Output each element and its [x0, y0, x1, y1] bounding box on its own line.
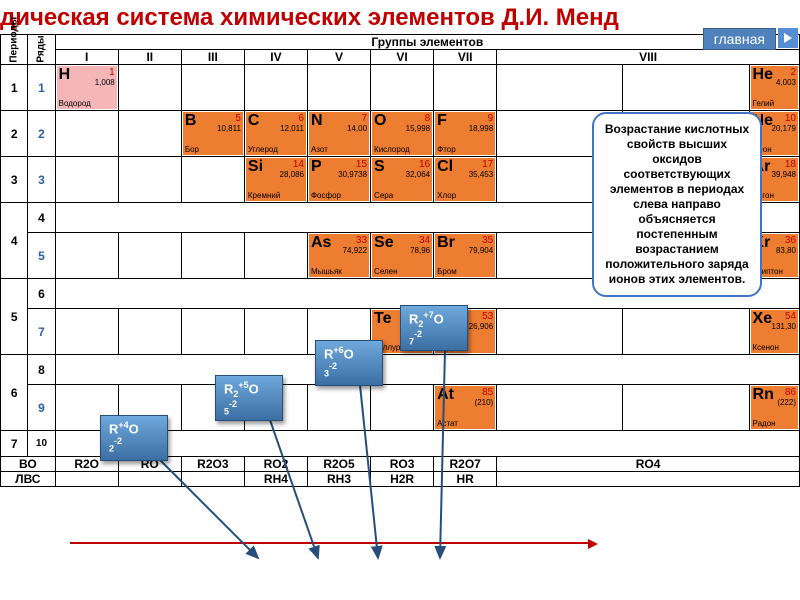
element-cell: He24,003Гелий — [749, 65, 799, 111]
element-cell: H11,008Водород — [55, 65, 118, 111]
group-col: I — [55, 50, 118, 65]
hydride-formula — [497, 472, 800, 487]
period-num: 6 — [1, 355, 28, 431]
period-num: 1 — [1, 65, 28, 111]
row-num: 5 — [28, 233, 55, 279]
oxide-row-label: ВО — [1, 457, 56, 472]
group-col: III — [181, 50, 244, 65]
row-num: 2 — [28, 111, 55, 157]
hydride-formula: RH4 — [244, 472, 307, 487]
element-cell: N714,00Азот — [307, 111, 370, 157]
hydride-formula — [118, 472, 181, 487]
period-num: 4 — [1, 203, 28, 279]
hydride-formula: RH3 — [307, 472, 370, 487]
hydride-formula: H2R — [371, 472, 434, 487]
period-num: 5 — [1, 279, 28, 355]
trend-arrow — [70, 542, 590, 544]
rows-label: Ряды — [36, 36, 47, 62]
oxide-box: R2+7O7-2 — [400, 305, 468, 351]
oxide-formula: R2O3 — [181, 457, 244, 472]
hydride-formula — [181, 472, 244, 487]
element-cell: As3374,922Мышьяк — [307, 233, 370, 279]
element-cell: Si1428,086Кремний — [244, 157, 307, 203]
group-col: IV — [244, 50, 307, 65]
group-col: V — [307, 50, 370, 65]
hydride-formula: HR — [434, 472, 497, 487]
main-arrow-button[interactable] — [778, 28, 798, 48]
page-title: дическая система химических элементов Д.… — [0, 0, 800, 34]
hydride-row-label: ЛВС — [1, 472, 56, 487]
group-col: VI — [371, 50, 434, 65]
row-num: 9 — [28, 385, 55, 431]
element-cell: S1632,064Сера — [371, 157, 434, 203]
oxide-box: R2+5O5-2 — [215, 375, 283, 421]
oxide-formula: RO2 — [244, 457, 307, 472]
element-cell: At85(210)Астат — [434, 385, 497, 431]
explanation-callout: Возрастание кислотных свойств высших окс… — [592, 112, 762, 297]
hydride-formula — [55, 472, 118, 487]
element-cell: Rn86(222)Радон — [749, 385, 799, 431]
element-cell: Br3579,904Бром — [434, 233, 497, 279]
oxide-box: R+6O3-2 — [315, 340, 383, 386]
oxide-box: R+4O2-2 — [100, 415, 168, 461]
group-col: VII — [434, 50, 497, 65]
oxide-formula: R2O5 — [307, 457, 370, 472]
oxide-formula: RO3 — [371, 457, 434, 472]
element-cell: Xe54131,30Ксенон — [749, 309, 799, 355]
element-cell: Cl1735,453Хлор — [434, 157, 497, 203]
period-num: 2 — [1, 111, 28, 157]
element-cell: P1530,9738Фосфор — [307, 157, 370, 203]
group-col: VIII — [497, 50, 800, 65]
oxide-formula: RO4 — [497, 457, 800, 472]
periods-label: Периоды — [9, 36, 20, 62]
row-num: 10 — [28, 431, 55, 457]
row-num: 4 — [28, 203, 55, 233]
oxide-formula: R2O7 — [434, 457, 497, 472]
row-num: 7 — [28, 309, 55, 355]
groups-header: Группы элементов — [55, 35, 799, 50]
element-cell: Se3478,96Селен — [371, 233, 434, 279]
group-col: II — [118, 50, 181, 65]
main-button[interactable]: главная — [703, 28, 776, 50]
period-num: 7 — [1, 431, 28, 457]
row-num: 8 — [28, 355, 55, 385]
row-num: 3 — [28, 157, 55, 203]
element-cell: C612,011Углерод — [244, 111, 307, 157]
row-num: 1 — [28, 65, 55, 111]
row-num: 6 — [28, 279, 55, 309]
period-num: 3 — [1, 157, 28, 203]
element-cell: B510,811Бор — [181, 111, 244, 157]
element-cell: F918,998Фтор — [434, 111, 497, 157]
element-cell: O815,998Кислород — [371, 111, 434, 157]
